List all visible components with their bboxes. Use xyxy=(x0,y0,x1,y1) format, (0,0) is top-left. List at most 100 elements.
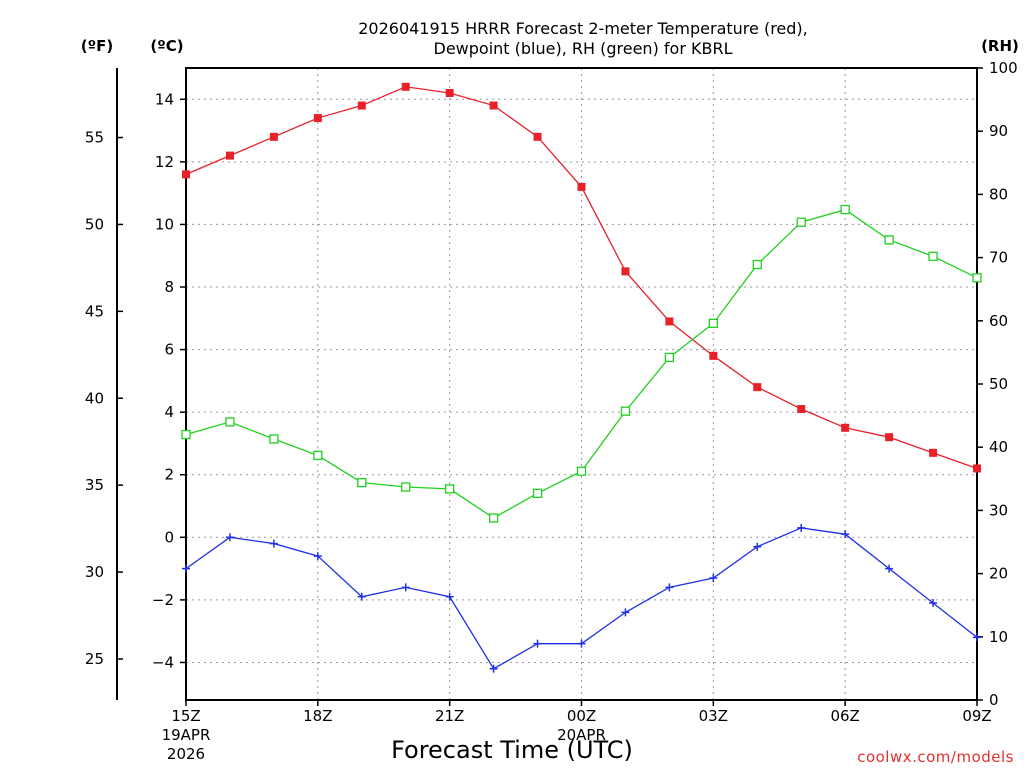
plot-frame xyxy=(185,67,978,701)
temperature-point xyxy=(885,433,894,442)
x-tick-label: 03Z xyxy=(699,707,728,725)
dewpoint-point xyxy=(885,564,894,573)
temperature-point xyxy=(182,170,190,179)
dewpoint-point xyxy=(709,573,718,582)
temperature-point xyxy=(401,82,410,91)
x-tick-label: 15Z xyxy=(171,707,200,725)
rh-tick-label: 40 xyxy=(989,438,1008,456)
celsius-unit-label: (ºC) xyxy=(150,37,183,55)
dewpoint-point xyxy=(929,599,938,608)
dewpoint-point xyxy=(797,523,806,532)
temperature-point xyxy=(973,464,981,473)
rh-point xyxy=(401,482,411,492)
temperature-point xyxy=(621,267,630,276)
temperature-point xyxy=(929,448,938,457)
rh-tick-label: 60 xyxy=(989,312,1008,330)
rh-tick-label: 50 xyxy=(989,375,1008,393)
rh-point xyxy=(928,251,938,261)
x-tick-label: 00Z xyxy=(567,707,596,725)
temperature-point xyxy=(313,114,322,123)
temperature-point xyxy=(841,423,850,432)
rh-point xyxy=(488,513,499,523)
dewpoint-point xyxy=(313,552,322,561)
temperature-point xyxy=(269,132,278,141)
dewpoint-point xyxy=(489,664,498,673)
axes xyxy=(116,67,983,706)
rh-tick-label: 30 xyxy=(989,501,1008,519)
rh-tick-label: 0 xyxy=(989,691,999,709)
temperature-point xyxy=(709,351,718,360)
title-line-2: Dewpoint (blue), RH (green) for KBRL xyxy=(434,39,733,58)
rh-point xyxy=(620,406,631,416)
celsius-tick-label: −4 xyxy=(152,653,174,671)
fahrenheit-tick-label: 55 xyxy=(85,129,104,147)
rh-point xyxy=(708,318,718,328)
x-axis-title: Forecast Time (UTC) xyxy=(391,736,633,764)
dewpoint-point xyxy=(753,542,762,551)
rh-point xyxy=(796,217,806,227)
rh-series xyxy=(181,204,982,523)
rh-tick-label: 80 xyxy=(989,185,1008,203)
rh-tick-label: 100 xyxy=(989,59,1018,77)
dewpoint-point xyxy=(621,608,630,617)
dewpoint-point xyxy=(357,592,366,601)
celsius-tick-label: 12 xyxy=(155,153,174,171)
rh-point xyxy=(972,273,982,283)
grid-lines xyxy=(186,68,977,700)
rh-point xyxy=(664,352,675,363)
fahrenheit-unit-label: (ºF) xyxy=(81,37,113,55)
temperature-point xyxy=(357,101,366,110)
tick-labels: −4 −2 0 2 4 6 8 10 12 14 25 30 35 40 45 50 55 0 10 20 30 40 50… xyxy=(85,59,1018,763)
dewpoint-point xyxy=(225,533,234,542)
temperature-point xyxy=(665,317,674,326)
rh-point xyxy=(445,484,455,494)
rh-tick-label: 90 xyxy=(989,122,1008,140)
rh-point xyxy=(225,417,235,427)
dewpoint-point xyxy=(182,564,190,573)
temperature-point xyxy=(533,132,542,141)
dewpoint-point xyxy=(665,583,674,592)
x-tick-date: 19APR xyxy=(162,726,211,744)
rh-tick-label: 70 xyxy=(989,249,1008,267)
x-tick-label: 18Z xyxy=(303,707,332,725)
rh-point xyxy=(840,204,850,215)
dewpoint-point xyxy=(269,539,278,548)
celsius-tick-label: 6 xyxy=(164,341,174,359)
fahrenheit-tick-label: 30 xyxy=(85,563,104,581)
dewpoint-point xyxy=(445,592,454,601)
fahrenheit-tick-label: 40 xyxy=(85,389,104,407)
temperature-point xyxy=(577,182,586,191)
celsius-tick-label: 2 xyxy=(164,466,174,484)
celsius-tick-label: 8 xyxy=(164,278,174,296)
dewpoint-point xyxy=(401,583,410,592)
fahrenheit-tick-label: 25 xyxy=(85,650,104,668)
credit-link[interactable]: coolwx.com/models xyxy=(857,748,1014,766)
dewpoint-point xyxy=(841,530,850,539)
celsius-tick-label: 10 xyxy=(155,215,174,233)
x-tick-label: 21Z xyxy=(435,707,464,725)
temperature-point xyxy=(797,405,806,414)
celsius-tick-label: −2 xyxy=(152,591,174,609)
temperature-point xyxy=(445,89,454,98)
rh-point xyxy=(269,434,279,444)
fahrenheit-tick-label: 35 xyxy=(85,476,104,494)
rh-point xyxy=(313,450,323,461)
rh-point xyxy=(884,235,894,245)
fahrenheit-tick-label: 50 xyxy=(85,215,104,233)
rh-point xyxy=(752,259,762,270)
dewpoint-point xyxy=(577,639,586,648)
rh-point xyxy=(532,488,543,498)
rh-unit-label: (RH) xyxy=(981,37,1019,55)
data-series xyxy=(181,82,982,673)
dewpoint-point xyxy=(533,639,542,648)
temperature-point xyxy=(753,383,762,392)
temperature-point xyxy=(225,151,234,160)
rh-point xyxy=(357,477,367,488)
chart-title: 2026041915 HRRR Forecast 2-meter Tempera… xyxy=(358,19,808,58)
x-tick-year: 2026 xyxy=(167,745,205,763)
x-tick-date: 20APR xyxy=(557,726,606,744)
x-tick-label: 06Z xyxy=(830,707,859,725)
fahrenheit-tick-label: 45 xyxy=(85,302,104,320)
celsius-tick-label: 0 xyxy=(164,528,174,546)
